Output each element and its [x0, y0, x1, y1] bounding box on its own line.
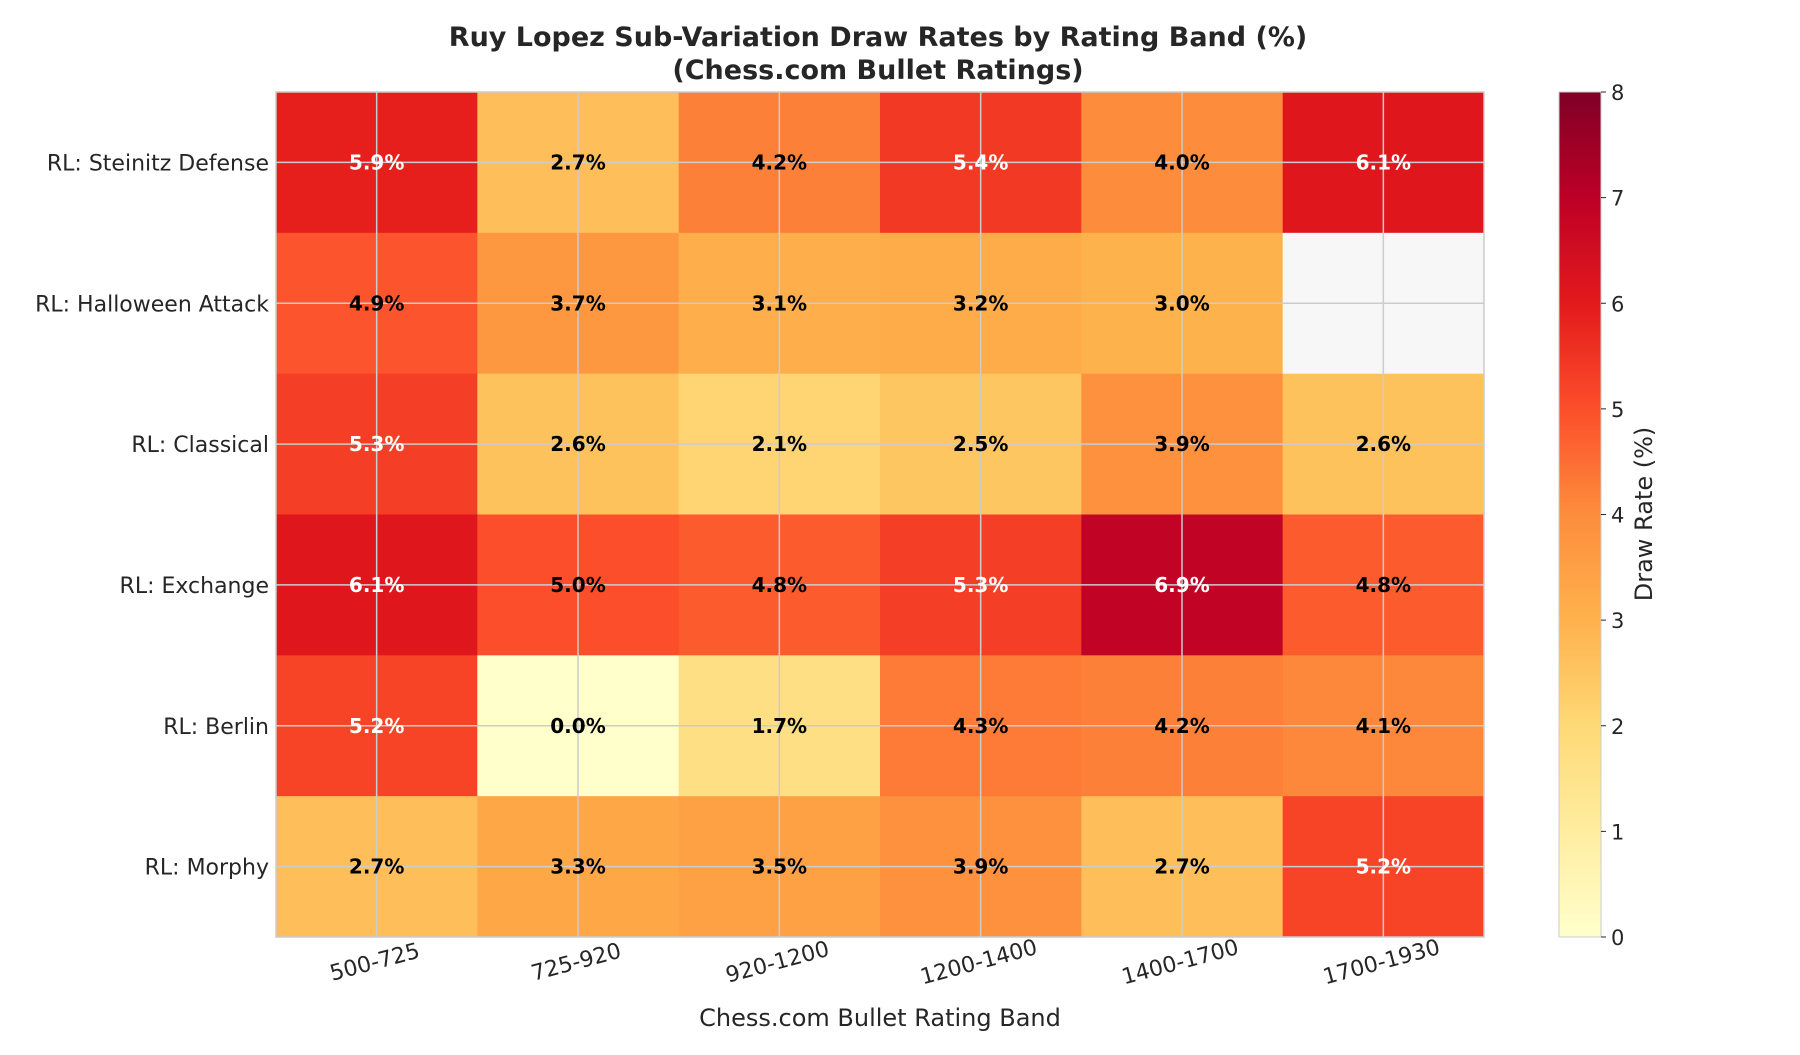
- cell-value-label: 5.4%: [953, 150, 1008, 174]
- x-tick-label: 920-1200: [723, 937, 832, 989]
- cell-value-label: 6.1%: [349, 573, 404, 597]
- cell-value-label: 5.2%: [1356, 855, 1411, 879]
- cell-value-label: 5.9%: [349, 150, 404, 174]
- y-tick-label: RL: Steinitz Defense: [47, 151, 269, 176]
- cell-value-label: 3.9%: [953, 855, 1008, 879]
- colorbar-tick-label: 1: [1611, 820, 1624, 844]
- colorbar-tick-label: 6: [1611, 292, 1624, 316]
- cell-value-label: 4.3%: [953, 714, 1008, 738]
- cell-value-label: 3.0%: [1154, 291, 1209, 315]
- colorbar-tick-label: 7: [1611, 187, 1624, 211]
- colorbar-ticks: 0 1 2 3 4 5 6 7 8: [1601, 81, 1624, 950]
- cell-value-label: 2.1%: [752, 432, 807, 456]
- cell-labels: 5.9% 2.7% 4.2% 5.4% 4.0% 6.1% 4.9% 3.7% 3.1% 3.2%…: [349, 150, 1411, 878]
- x-tick-label: 1400-1700: [1119, 935, 1241, 990]
- cell-value-label: 3.9%: [1154, 432, 1209, 456]
- cell-value-label: 5.2%: [349, 714, 404, 738]
- cell-value-label: 5.3%: [953, 573, 1008, 597]
- cell-value-label: 2.6%: [1356, 432, 1411, 456]
- cell-value-label: 3.2%: [953, 291, 1008, 315]
- colorbar-tick-label: 5: [1611, 398, 1624, 422]
- colorbar: [1558, 91, 1602, 938]
- cell-value-label: 3.1%: [752, 291, 807, 315]
- y-tick-label: RL: Exchange: [120, 574, 269, 599]
- x-tick-labels: 500-725 725-920 920-1200 1200-1400 1400-1700…: [327, 935, 1442, 990]
- colorbar-tick-label: 3: [1611, 609, 1624, 633]
- cell-value-label: 2.7%: [1154, 855, 1209, 879]
- cell-value-label: 1.7%: [752, 714, 807, 738]
- cell-value-label: 4.2%: [1154, 714, 1209, 738]
- cell-value-label: 2.5%: [953, 432, 1008, 456]
- cell-value-label: 6.1%: [1356, 150, 1411, 174]
- chart-title: Ruy Lopez Sub-Variation Draw Rates by Ra…: [449, 22, 1307, 53]
- colorbar-tick-label: 8: [1611, 81, 1624, 105]
- heatmap-cells: [276, 92, 1485, 938]
- colorbar-label: Draw Rate (%): [1630, 427, 1658, 602]
- cell-value-label: 2.7%: [349, 855, 404, 879]
- x-tick-label: 1700-1930: [1320, 935, 1442, 990]
- chart-subtitle: (Chess.com Bullet Ratings): [672, 55, 1083, 86]
- cell-value-label: 4.8%: [752, 573, 807, 597]
- colorbar-tick-label: 2: [1611, 715, 1624, 739]
- cell-value-label: 5.0%: [550, 573, 605, 597]
- cell-value-label: 3.7%: [550, 291, 605, 315]
- plot-frame: [275, 91, 1485, 938]
- colorbar-tick-label: 0: [1611, 926, 1624, 950]
- cell-value-label: 5.3%: [349, 432, 404, 456]
- cell-value-label: 3.3%: [550, 855, 605, 879]
- grid-lines: [276, 92, 1484, 937]
- y-tick-label: RL: Morphy: [145, 856, 269, 881]
- x-tick-label: 500-725: [327, 939, 422, 987]
- cell-value-label: 4.8%: [1356, 573, 1411, 597]
- y-tick-label: RL: Classical: [131, 433, 269, 458]
- cell-value-label: 2.7%: [550, 150, 605, 174]
- cell-value-label: 2.6%: [550, 432, 605, 456]
- x-axis-label: Chess.com Bullet Rating Band: [699, 1004, 1061, 1032]
- cell-value-label: 3.5%: [752, 855, 807, 879]
- x-tick-label: 1200-1400: [918, 935, 1040, 990]
- colorbar-tick-label: 4: [1611, 504, 1624, 528]
- x-tick-label: 725-920: [529, 939, 624, 987]
- cell-value-label: 4.1%: [1356, 714, 1411, 738]
- cell-value-label: 4.9%: [349, 291, 404, 315]
- cell-value-label: 6.9%: [1154, 573, 1209, 597]
- y-tick-label: RL: Berlin: [163, 715, 269, 740]
- cell-value-label: 4.2%: [752, 150, 807, 174]
- cell-value-label: 4.0%: [1154, 150, 1209, 174]
- y-tick-labels: RL: Steinitz Defense RL: Halloween Attack…: [35, 151, 269, 880]
- cell-value-label: 0.0%: [550, 714, 605, 738]
- y-tick-label: RL: Halloween Attack: [35, 292, 269, 317]
